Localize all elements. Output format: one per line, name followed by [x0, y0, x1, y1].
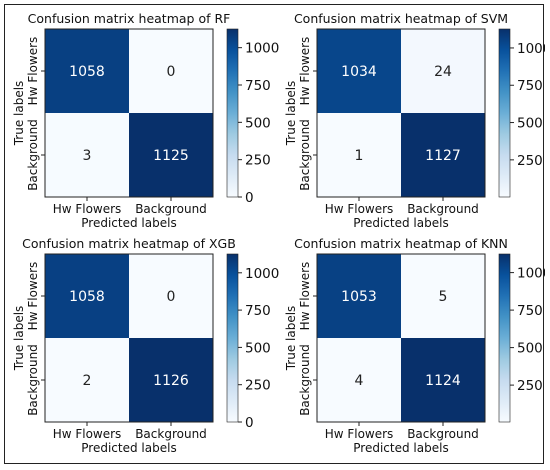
colorbar-tick-label: 500 — [517, 341, 543, 357]
y-tick-label: Hw Flowers — [26, 37, 40, 106]
confusion-matrix-figure: Confusion matrix heatmap of RF 1058 0 3 1125… — [12, 11, 550, 455]
cell-value-label: 1053 — [341, 289, 377, 305]
x-axis-label: Predicted labels — [353, 441, 448, 455]
chart-title: Confusion matrix heatmap of KNN — [294, 236, 508, 251]
heatmap-panel: Confusion matrix heatmap of RF 1058 0 3 1125… — [12, 11, 279, 230]
x-axis-label: Predicted labels — [353, 216, 448, 230]
heatmap-border — [316, 28, 486, 198]
heatmap-cell — [129, 113, 213, 197]
y-axis-label: True labels — [12, 81, 26, 147]
x-tick-label: Background — [407, 202, 479, 216]
cell-value-label: 1058 — [69, 64, 105, 80]
x-tick-label: Background — [135, 427, 207, 441]
colorbar — [498, 28, 511, 198]
heatmap-cell — [317, 338, 401, 422]
colorbar-tick-label: 1000 — [517, 266, 545, 282]
y-tick-label: Hw Flowers — [298, 37, 312, 106]
cell-value-label: 1124 — [425, 373, 461, 389]
heatmap-cell — [129, 338, 213, 422]
heatmap-cell — [129, 29, 213, 113]
colorbar — [498, 253, 511, 423]
cell-value-label: 0 — [167, 289, 176, 305]
colorbar-tick-label: 750 — [245, 303, 271, 319]
colorbar-tick-label: 250 — [517, 378, 543, 394]
heatmap-cell — [45, 113, 129, 197]
heatmap-cell — [317, 254, 401, 338]
cell-value-label: 2 — [83, 373, 92, 389]
y-tick-label: Hw Flowers — [26, 262, 40, 331]
colorbar-tick-label: 500 — [517, 116, 543, 132]
cell-value-label: 1058 — [69, 289, 105, 305]
x-tick-label: Hw Flowers — [53, 427, 122, 441]
colorbar-tick-label: 1000 — [245, 41, 279, 57]
heatmap-border — [316, 253, 486, 423]
colorbar-tick-label: 500 — [245, 115, 271, 131]
heatmap-cell — [45, 338, 129, 422]
colorbar-tick-label: 250 — [245, 378, 271, 394]
heatmap-cell — [401, 338, 485, 422]
cell-value-label: 1126 — [153, 373, 189, 389]
x-axis-label: Predicted labels — [81, 441, 176, 455]
cell-value-label: 1127 — [425, 148, 461, 164]
colorbar-tick-label: 250 — [245, 153, 271, 169]
heatmap-cell — [45, 29, 129, 113]
x-tick-label: Background — [135, 202, 207, 216]
colorbar-tick-label: 750 — [517, 303, 543, 319]
cell-value-label: 1 — [355, 148, 364, 164]
cell-value-label: 3 — [83, 148, 92, 164]
heatmap-cell — [317, 29, 401, 113]
colorbar-tick-label: 1000 — [517, 41, 545, 57]
heatmap-cell — [401, 113, 485, 197]
y-axis-label: True labels — [284, 306, 298, 372]
y-axis-label: True labels — [284, 81, 298, 147]
y-tick-label: Background — [298, 119, 312, 191]
figure-frame: Confusion matrix heatmap of RF 1058 0 3 1125… — [4, 4, 550, 464]
heatmap-panel: Confusion matrix heatmap of SVM 1034 24 1 11… — [284, 11, 550, 230]
x-tick-label: Hw Flowers — [325, 427, 394, 441]
colorbar-tick-label: 1000 — [245, 266, 279, 282]
y-axis-label: True labels — [12, 306, 26, 372]
x-axis-label: Predicted labels — [81, 216, 176, 230]
x-tick-label: Hw Flowers — [53, 202, 122, 216]
x-tick-label: Hw Flowers — [325, 202, 394, 216]
cell-value-label: 1034 — [341, 64, 377, 80]
y-tick-label: Background — [298, 344, 312, 416]
heatmap-panel: Confusion matrix heatmap of KNN 1053 5 4 112… — [284, 236, 550, 455]
cell-value-label: 0 — [167, 64, 176, 80]
x-tick-label: Background — [407, 427, 479, 441]
chart-title: Confusion matrix heatmap of XGB — [22, 236, 236, 251]
colorbar — [226, 253, 239, 423]
chart-title: Confusion matrix heatmap of SVM — [294, 11, 508, 26]
heatmap-cell — [45, 254, 129, 338]
colorbar-tick-label: 500 — [245, 340, 271, 356]
cell-value-label: 24 — [434, 64, 452, 80]
colorbar — [226, 28, 239, 198]
heatmap-border — [44, 253, 214, 423]
y-tick-label: Background — [26, 119, 40, 191]
colorbar-tick-label: 750 — [245, 78, 271, 94]
colorbar-tick-label: 0 — [245, 415, 254, 431]
cell-value-label: 1125 — [153, 148, 189, 164]
colorbar-tick-label: 750 — [517, 78, 543, 94]
cell-value-label: 5 — [439, 289, 448, 305]
heatmap-cell — [317, 113, 401, 197]
heatmap-panel: Confusion matrix heatmap of XGB 1058 0 2 112… — [12, 236, 279, 455]
heatmap-border — [44, 28, 214, 198]
heatmap-cell — [401, 254, 485, 338]
cell-value-label: 4 — [355, 373, 364, 389]
chart-title: Confusion matrix heatmap of RF — [28, 11, 231, 26]
colorbar-tick-label: 250 — [517, 153, 543, 169]
heatmap-cell — [401, 29, 485, 113]
heatmap-cell — [129, 254, 213, 338]
y-tick-label: Background — [26, 344, 40, 416]
colorbar-tick-label: 0 — [245, 190, 254, 206]
y-tick-label: Hw Flowers — [298, 262, 312, 331]
